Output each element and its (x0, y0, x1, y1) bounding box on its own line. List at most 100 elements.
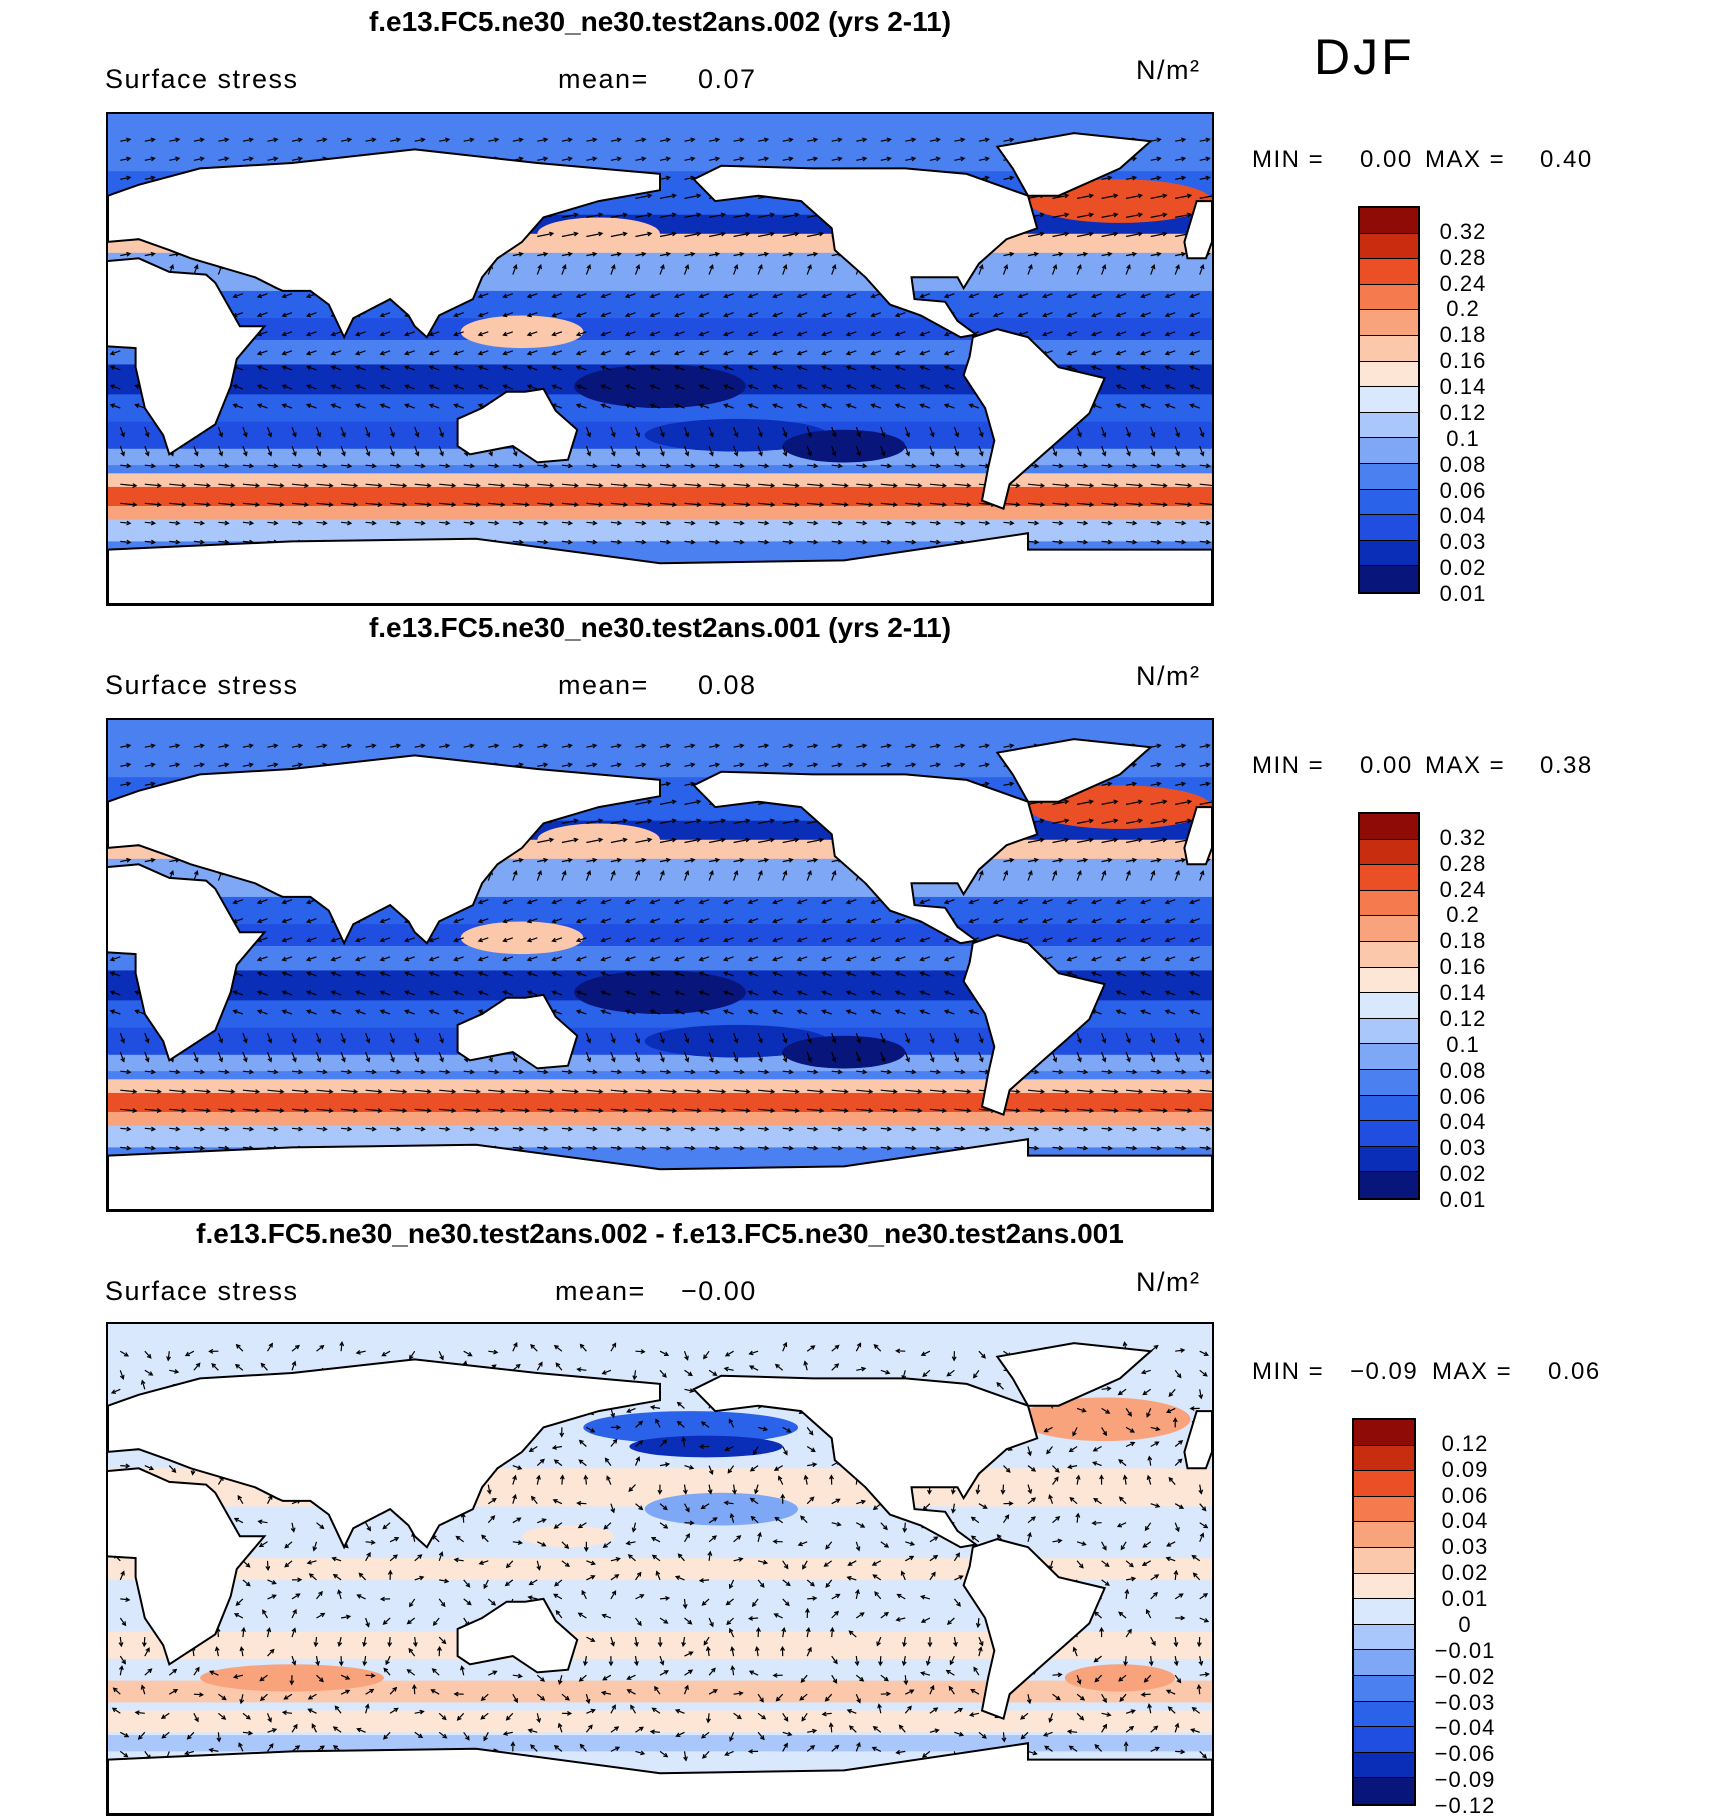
stress-vector (624, 899, 636, 905)
stress-vector (306, 1559, 317, 1565)
stress-vector (1164, 918, 1176, 924)
colorbar-swatch (1360, 412, 1418, 439)
stress-vector (414, 483, 432, 488)
stress-vector (855, 1693, 861, 1704)
stress-vector (1003, 520, 1015, 526)
stress-vector (946, 1617, 955, 1625)
stress-vector (577, 1612, 587, 1619)
stress-vector (610, 1108, 629, 1113)
stress-vector (267, 1728, 278, 1733)
stress-vector (266, 1032, 273, 1044)
stress-vector (747, 937, 759, 943)
stress-vector (758, 1069, 770, 1075)
stress-vector (502, 899, 513, 905)
stress-vector (929, 1089, 948, 1094)
stress-vector (1052, 483, 1070, 488)
colorbar-swatch (1360, 566, 1418, 592)
stress-vector (856, 539, 868, 545)
stress-vector (238, 1742, 244, 1752)
stress-vector (453, 990, 464, 996)
stress-vector (904, 1051, 910, 1063)
stress-vector (659, 818, 677, 824)
stress-vector (528, 1579, 538, 1586)
stress-vector (1174, 1674, 1182, 1684)
stress-vector (920, 1617, 931, 1623)
stress-vector (1164, 956, 1176, 962)
stress-vector (659, 781, 672, 787)
stress-vector (551, 990, 563, 996)
stress-vector (796, 956, 808, 962)
stress-vector (1189, 990, 1200, 996)
stress-vector (341, 1089, 359, 1094)
stress-vector (733, 502, 751, 507)
stress-vector (1077, 502, 1095, 507)
stress-vector (752, 1446, 759, 1456)
stress-vector (428, 331, 440, 337)
stress-vector (772, 331, 783, 337)
stress-vector (1165, 1556, 1176, 1562)
stress-vector (659, 1595, 671, 1601)
stress-vector (216, 1732, 222, 1743)
stress-vector (267, 1126, 279, 1132)
stress-vector (1091, 293, 1102, 299)
stress-vector (110, 1388, 121, 1394)
stress-vector (773, 1613, 783, 1619)
stress-vector (634, 1656, 639, 1667)
colorbar-tick-label: 0.2 (1446, 902, 1480, 928)
stress-vector (659, 1439, 668, 1447)
stress-vector (382, 1522, 391, 1530)
stress-vector (453, 350, 464, 356)
stress-vector (242, 762, 254, 768)
stress-vector (754, 1645, 760, 1657)
stress-vector (747, 918, 759, 924)
stress-vector (341, 1108, 359, 1113)
stress-vector (439, 1069, 451, 1075)
stress-vector (1191, 1554, 1201, 1562)
stress-vector (355, 990, 366, 996)
stress-vector (831, 1108, 849, 1113)
stress-vector (1199, 1617, 1210, 1623)
stress-vector (330, 350, 342, 356)
stress-vector (561, 137, 573, 143)
stress-vector (880, 156, 892, 162)
stress-vector (259, 1693, 268, 1702)
stress-vector (1199, 870, 1205, 881)
stress-vector (978, 1032, 984, 1044)
stress-vector (845, 956, 857, 962)
stress-vector (1175, 1749, 1186, 1755)
stress-vector (281, 918, 293, 924)
stress-vector (502, 384, 513, 390)
stress-vector (267, 463, 279, 469)
stress-vector (894, 365, 906, 371)
stress-vector (512, 1673, 523, 1679)
stress-vector (610, 264, 616, 275)
stress-vector (757, 743, 770, 749)
stress-vector (856, 463, 868, 469)
stress-vector (1076, 251, 1089, 257)
colorbar-swatch (1354, 1445, 1414, 1472)
stress-vector (438, 1350, 444, 1361)
stress-vector (1042, 1731, 1053, 1737)
stress-vector (488, 1349, 499, 1355)
stress-vector (758, 539, 770, 545)
stress-vector (561, 1560, 570, 1568)
stress-vector (870, 331, 881, 337)
stress-vector (1091, 1520, 1102, 1526)
stress-vector (330, 1009, 342, 1015)
stress-vector (733, 1557, 744, 1562)
stress-vector (733, 212, 751, 218)
stress-vector (355, 1349, 366, 1355)
stress-vector (1003, 502, 1021, 507)
stress-anomaly (522, 1525, 614, 1548)
stress-vector (1043, 1426, 1053, 1433)
colorbar-tick-label: 0.08 (1439, 1057, 1487, 1083)
stress-vector (831, 1126, 843, 1132)
stress-vector (537, 137, 549, 143)
stress-vector (463, 483, 481, 488)
stress-vector (634, 264, 641, 275)
stress-vector (905, 539, 917, 545)
stress-vector (341, 1069, 353, 1075)
stress-vector (698, 331, 710, 337)
stress-vector (281, 937, 293, 943)
stress-vector (600, 365, 612, 371)
